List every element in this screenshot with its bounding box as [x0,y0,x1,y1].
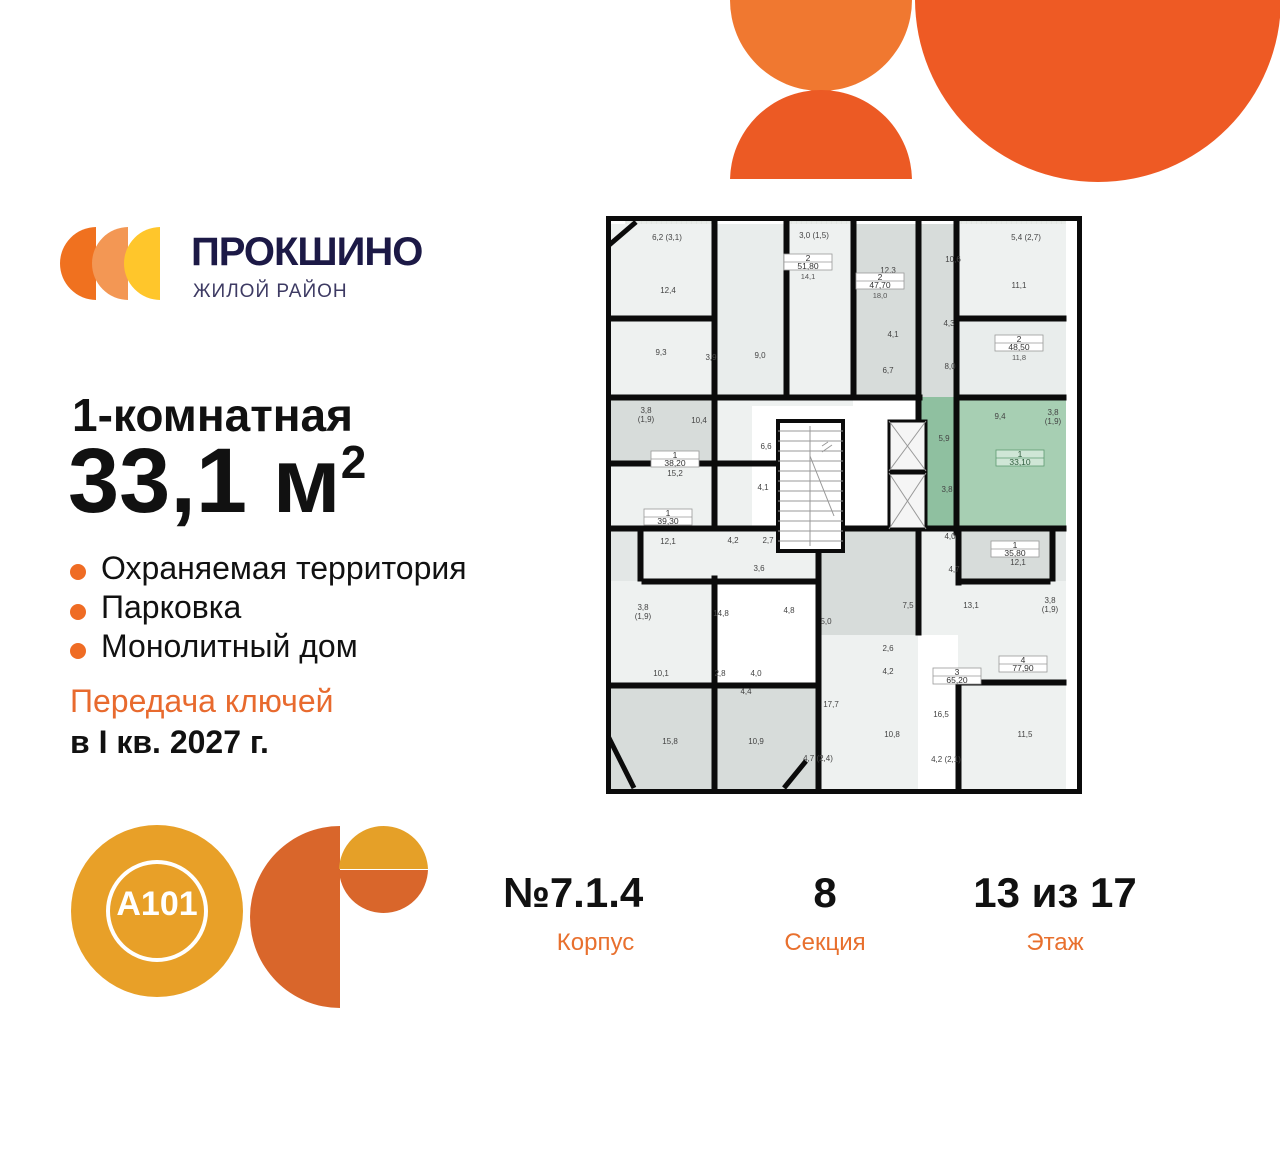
svg-text:4,1: 4,1 [757,483,769,492]
svg-text:4,1: 4,1 [887,330,899,339]
svg-text:14,1: 14,1 [801,272,816,281]
svg-text:10,8: 10,8 [884,730,900,739]
svg-text:15,2: 15,2 [667,469,683,478]
svg-text:11,8: 11,8 [1012,353,1026,362]
svg-text:47,70: 47,70 [869,280,891,290]
svg-text:(1,9): (1,9) [638,415,655,424]
svg-text:3,8: 3,8 [1044,596,1056,605]
svg-text:33,10: 33,10 [1009,457,1031,467]
svg-text:39,30: 39,30 [657,516,679,526]
svg-text:12,4: 12,4 [660,286,676,295]
svg-text:7,5: 7,5 [902,601,914,610]
svg-text:2,7: 2,7 [762,536,774,545]
svg-text:3,8: 3,8 [640,406,652,415]
svg-text:4,4: 4,4 [740,687,752,696]
svg-text:10,4: 10,4 [691,416,707,425]
svg-text:12,1: 12,1 [660,537,676,546]
svg-text:(1,9): (1,9) [1045,417,1062,426]
svg-text:6,2 (3,1): 6,2 (3,1) [652,233,682,242]
svg-text:65,20: 65,20 [946,675,968,685]
svg-text:14,8: 14,8 [713,609,729,618]
svg-text:3,8: 3,8 [637,603,649,612]
svg-text:38,20: 38,20 [664,458,686,468]
svg-text:10,1: 10,1 [653,669,669,678]
svg-text:4,2: 4,2 [882,667,894,676]
svg-text:2,8: 2,8 [714,669,726,678]
svg-text:5,4 (2,7): 5,4 (2,7) [1011,233,1041,242]
svg-text:(1,9): (1,9) [1042,605,1059,614]
svg-text:9,4: 9,4 [994,412,1006,421]
svg-text:4,7: 4,7 [948,565,960,574]
svg-text:17,7: 17,7 [823,700,839,709]
svg-text:10,9: 10,9 [748,737,764,746]
svg-text:3,6: 3,6 [753,564,765,573]
svg-text:6,6: 6,6 [760,442,772,451]
svg-text:9,0: 9,0 [754,351,766,360]
svg-text:51,80: 51,80 [797,261,819,271]
svg-text:3,8: 3,8 [1047,408,1059,417]
svg-text:8,0: 8,0 [944,362,956,371]
svg-text:4,0: 4,0 [944,532,956,541]
svg-text:77,90: 77,90 [1012,663,1034,673]
svg-text:4,2 (2,1): 4,2 (2,1) [931,755,961,764]
svg-text:4,8: 4,8 [783,606,795,615]
svg-text:6,7: 6,7 [882,366,894,375]
svg-text:3,9: 3,9 [705,353,717,362]
svg-text:5,9: 5,9 [938,434,950,443]
svg-text:35,80: 35,80 [1004,548,1026,558]
svg-text:(1,9): (1,9) [635,612,652,621]
svg-text:12,1: 12,1 [1010,558,1026,567]
svg-text:3,0 (1,5): 3,0 (1,5) [799,231,829,240]
svg-text:5,0: 5,0 [820,617,832,626]
svg-text:10,6: 10,6 [945,255,961,264]
svg-text:16,5: 16,5 [933,710,949,719]
svg-text:15,8: 15,8 [662,737,678,746]
svg-text:4,0: 4,0 [750,669,762,678]
svg-text:9,3: 9,3 [655,348,667,357]
svg-text:48,50: 48,50 [1008,342,1030,352]
svg-text:11,1: 11,1 [1012,281,1028,290]
svg-text:18,0: 18,0 [873,291,888,300]
svg-text:4,2: 4,2 [727,536,739,545]
svg-text:4,7 (2,4): 4,7 (2,4) [803,754,833,763]
svg-text:11,5: 11,5 [1018,730,1034,739]
svg-text:4,3: 4,3 [943,319,955,328]
svg-text:3,8: 3,8 [941,485,953,494]
svg-text:13,1: 13,1 [963,601,979,610]
svg-text:2,6: 2,6 [882,644,894,653]
